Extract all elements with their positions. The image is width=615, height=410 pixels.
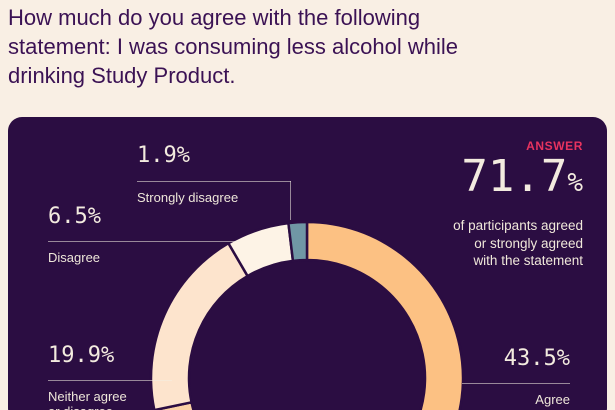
answer-description: of participants agreed or strongly agree…	[453, 217, 583, 270]
donut-segment-agree	[305, 220, 465, 410]
answer-description-line-3: with the statement	[473, 253, 583, 268]
strongly-disagree-percent: 1.9%	[137, 143, 190, 168]
callout-agree: 43.5% Agree	[462, 346, 570, 407]
disagree-leader-line	[48, 241, 240, 242]
neither-label-line-1: Neither agree	[48, 389, 127, 404]
answer-description-line-1: of participants agreed	[453, 218, 583, 233]
callout-neither: 19.9% Neither agree or disagree	[48, 343, 172, 410]
callout-strongly-disagree: 1.9% Strongly disagree	[137, 143, 291, 205]
disagree-label: Disagree	[48, 250, 101, 265]
answer-percent-sign: %	[567, 168, 583, 198]
answer-value: 71.7%	[453, 153, 583, 207]
neither-label-line-2: or disagree	[48, 404, 172, 410]
question-line-1: How much do you agree with the following	[8, 5, 421, 30]
strongly-disagree-leader-line	[137, 181, 291, 182]
donut-segment-strongly-disagree	[287, 220, 309, 263]
neither-leader-line	[48, 380, 172, 381]
chart-panel	[8, 117, 607, 410]
answer-summary: ANSWER 71.7% of participants agreed or s…	[453, 139, 583, 270]
question-title: How much do you agree with the following…	[8, 3, 598, 90]
strongly-disagree-label: Strongly disagree	[137, 190, 239, 205]
callout-disagree: 6.5% Disagree	[48, 204, 240, 265]
neither-percent: 19.9%	[48, 343, 115, 368]
strongly-disagree-leader-line-vertical	[290, 181, 291, 220]
neither-label: Neither agree or disagree	[48, 389, 172, 410]
agree-leader-line	[462, 383, 570, 384]
question-line-2: statement: I was consuming less alcohol …	[8, 34, 458, 59]
answer-number: 71.7	[461, 151, 568, 202]
answer-description-line-2: or strongly agreed	[474, 235, 583, 251]
answer-tag: ANSWER	[526, 139, 583, 153]
agree-percent: 43.5%	[503, 346, 570, 371]
question-line-3: drinking Study Product.	[8, 63, 236, 88]
agree-label: Agree	[535, 392, 570, 407]
disagree-percent: 6.5%	[48, 204, 101, 229]
